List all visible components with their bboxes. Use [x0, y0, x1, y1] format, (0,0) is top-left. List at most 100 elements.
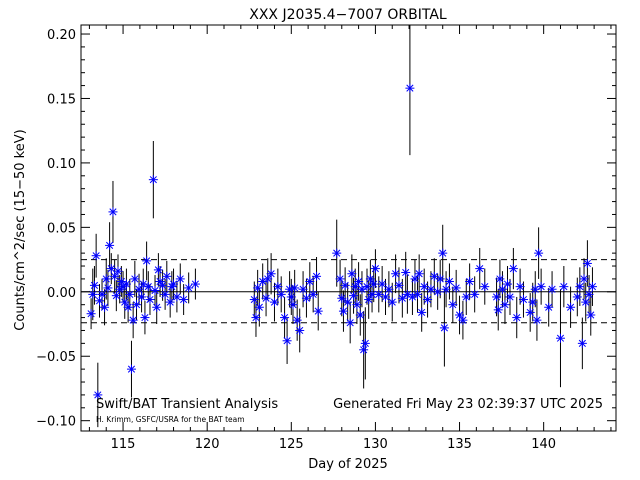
data-point-85: [352, 300, 362, 310]
data-point-121: [441, 284, 451, 294]
x-axis-label: Day of 2025: [308, 457, 388, 472]
data-point-52: [253, 283, 263, 293]
data-point-152: [559, 282, 569, 292]
data-point-138: [505, 292, 515, 302]
y-axis-label: Counts/cm^2/sec (15−50 keV): [13, 129, 28, 330]
data-point-15: [113, 266, 123, 276]
data-point-62: [282, 336, 292, 346]
x-tick-label-130: 130: [363, 437, 388, 452]
data-point-33: [145, 295, 155, 305]
data-point-133: [493, 305, 503, 315]
data-point-141: [515, 282, 525, 292]
data-point-58: [269, 297, 279, 307]
data-point-113: [419, 282, 429, 292]
data-point-44: [169, 279, 179, 289]
data-point-34: [148, 175, 158, 185]
x-tick-label-125: 125: [279, 437, 304, 452]
data-point-89: [359, 345, 369, 355]
data-point-115: [426, 284, 436, 294]
data-point-128: [465, 276, 475, 286]
data-point-5: [95, 296, 105, 306]
data-point-8: [101, 274, 111, 284]
y-tick-label-4: 0.10: [47, 157, 76, 172]
data-point-20: [121, 279, 131, 289]
y-tick-label-5: 0.15: [47, 92, 76, 107]
data-point-142: [518, 295, 528, 305]
data-point-74: [313, 306, 323, 316]
annotation-analysis: Swift/BAT Transient Analysis: [96, 397, 278, 412]
data-point-157: [579, 274, 589, 284]
data-point-0: [86, 309, 96, 319]
data-point-140: [512, 313, 522, 323]
data-point-2: [89, 280, 99, 290]
data-point-6: [97, 289, 107, 299]
data-point-75: [332, 248, 342, 258]
data-point-4: [93, 390, 103, 400]
data-point-136: [500, 300, 510, 310]
data-point-10: [105, 240, 115, 250]
data-point-49: [190, 279, 200, 289]
data-point-137: [502, 279, 512, 289]
data-point-60: [276, 289, 286, 299]
data-point-48: [184, 283, 194, 293]
data-point-40: [160, 289, 170, 299]
data-point-126: [458, 315, 468, 325]
data-point-146: [532, 315, 542, 325]
data-point-73: [312, 271, 322, 281]
data-point-156: [577, 338, 587, 348]
data-point-35: [150, 286, 160, 296]
data-point-61: [280, 313, 290, 323]
data-point-99: [381, 292, 391, 302]
data-point-76: [335, 274, 345, 284]
data-point-66: [290, 283, 300, 293]
data-point-129: [470, 289, 480, 299]
data-point-139: [508, 264, 518, 274]
data-point-122: [444, 276, 454, 286]
data-point-117: [433, 287, 443, 297]
data-point-123: [448, 300, 458, 310]
data-point-98: [377, 279, 387, 289]
data-point-91: [362, 282, 372, 292]
data-point-103: [394, 280, 404, 290]
axes: 115 120 125 130 135 140 −0.10 −0.05 0.00 0.05 0.10…: [36, 24, 617, 452]
data-point-124: [451, 283, 461, 293]
data-point-1: [88, 289, 98, 299]
data-point-71: [305, 276, 315, 286]
data-point-80: [343, 297, 353, 307]
x-tick-label-115: 115: [111, 437, 136, 452]
annotation-generated: Generated Fri May 23 02:39:37 UTC 2025: [333, 397, 603, 412]
data-point-53: [254, 302, 264, 312]
data-point-9: [103, 283, 113, 293]
data-point-19: [120, 297, 130, 307]
data-point-14: [111, 291, 121, 301]
data-point-130: [475, 264, 485, 274]
data-point-151: [555, 333, 565, 343]
data-point-28: [137, 292, 147, 302]
y-tick-label-6: 0.20: [47, 28, 76, 43]
chart-title: XXX J2035.4−7007 ORBITAL: [249, 7, 447, 23]
data-point-162: [587, 282, 597, 292]
data-point-65: [288, 300, 298, 310]
data-point-150: [547, 284, 557, 294]
data-point-127: [461, 292, 471, 302]
y-tick-label-2: 0.00: [47, 286, 76, 301]
data-point-119: [438, 248, 448, 258]
data-point-153: [566, 302, 576, 312]
data-point-7: [100, 302, 110, 312]
plot-frame: [80, 24, 617, 432]
data-point-51: [251, 313, 261, 323]
data-point-158: [581, 297, 591, 307]
data-point-13: [110, 271, 120, 281]
data-point-111: [414, 269, 424, 279]
data-point-105: [401, 267, 411, 277]
data-point-23: [126, 364, 136, 374]
data-point-114: [423, 295, 433, 305]
data-point-26: [132, 300, 142, 310]
data-point-45: [172, 292, 182, 302]
data-point-143: [525, 307, 535, 317]
data-point-79: [340, 280, 350, 290]
data-point-39: [158, 280, 168, 290]
data-point-131: [480, 282, 490, 292]
data-point-37: [153, 265, 163, 275]
